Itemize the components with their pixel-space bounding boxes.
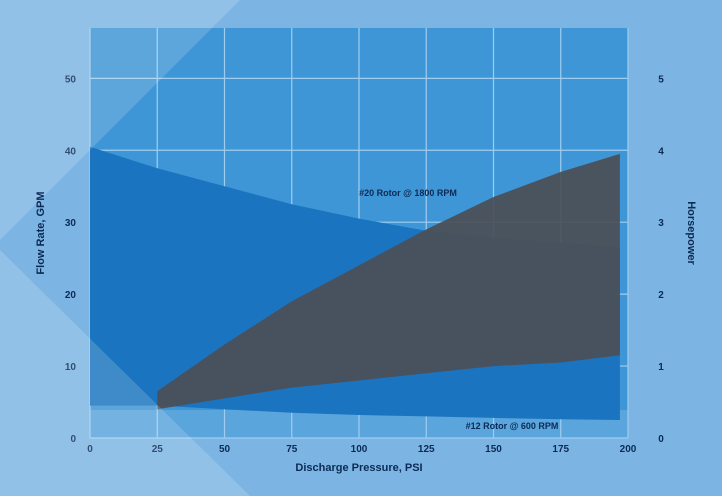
y-left-tick-label: 30 <box>65 218 77 229</box>
x-tick-label: 125 <box>418 444 435 455</box>
annotation-12-rotor: #12 Rotor @ 600 RPM <box>466 421 559 431</box>
y-left-tick-label: 10 <box>65 362 77 373</box>
area-horsepower <box>157 153 620 410</box>
y-axis-label-left: Flow Rate, GPM <box>35 191 47 274</box>
y-left-tick-label: 50 <box>65 74 77 85</box>
y-axis-label-right: Horsepower <box>685 201 697 265</box>
y-right-tick-label: 2 <box>658 290 664 301</box>
y-left-tick-label: 40 <box>65 146 77 157</box>
tick-labels: 0 25 50 75 100 125 150 175 200 0 10 20 30 40 50 0 1 2 3 4 5 <box>65 74 664 455</box>
annotation-20-rotor: #20 Rotor @ 1800 RPM <box>359 188 457 198</box>
y-left-tick-label: 20 <box>65 290 77 301</box>
x-tick-label: 175 <box>552 444 569 455</box>
x-tick-label: 50 <box>219 444 231 455</box>
x-tick-label: 75 <box>286 444 298 455</box>
x-tick-label: 150 <box>485 444 502 455</box>
x-tick-label: 200 <box>620 444 637 455</box>
light-overlay <box>0 0 240 240</box>
series-layer <box>90 146 620 420</box>
x-tick-label: 25 <box>152 444 164 455</box>
x-axis-label: Discharge Pressure, PSI <box>295 462 422 474</box>
y-right-tick-label: 1 <box>658 362 664 373</box>
light-overlay <box>0 250 250 496</box>
x-tick-label: 100 <box>351 444 368 455</box>
x-tick-label: 0 <box>87 444 93 455</box>
y-right-tick-label: 0 <box>658 434 664 445</box>
y-right-tick-label: 5 <box>658 74 664 85</box>
y-right-tick-label: 4 <box>658 146 664 157</box>
y-right-tick-label: 3 <box>658 218 664 229</box>
y-left-tick-label: 0 <box>70 434 76 445</box>
